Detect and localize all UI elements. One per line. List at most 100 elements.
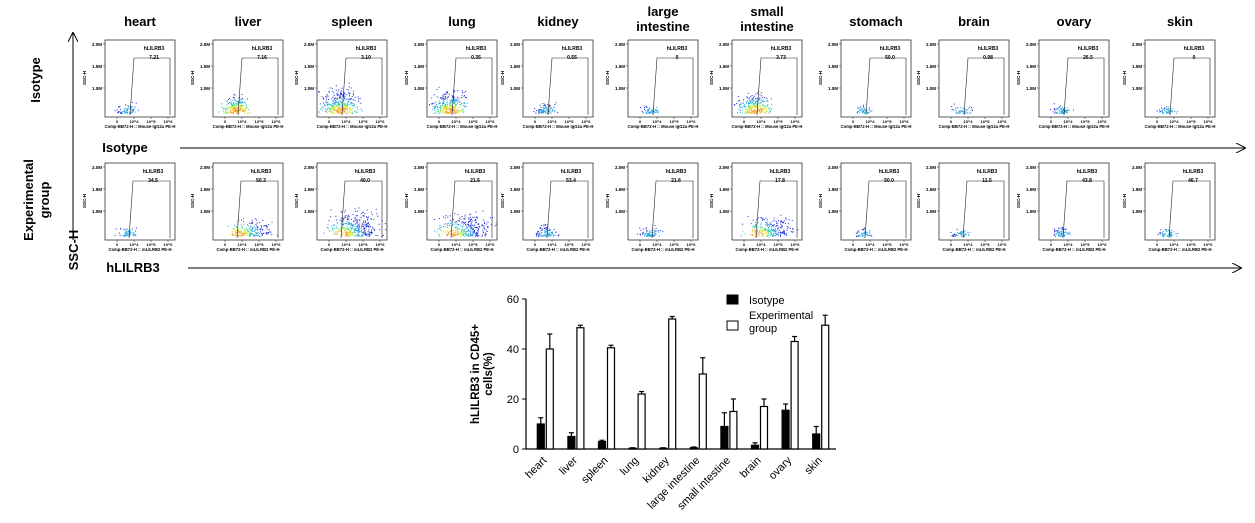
flow-event-dot [337,94,339,95]
flow-event-dot [546,230,548,232]
flow-xtick-label: 10^4 [652,119,662,124]
flow-xtick-label: 10^5 [468,119,478,124]
flow-event-dot [966,112,968,114]
flow-event-dot [539,227,541,229]
flow-event-dot [261,235,263,237]
flow-event-dot [129,232,131,234]
flow-event-dot [247,113,249,114]
flow-event-dot [230,110,232,112]
flow-event-dot [776,233,777,235]
flow-event-dot [750,108,752,110]
flow-event-dot [1061,111,1063,113]
flow-event-dot [265,225,267,227]
flow-event-dot [441,97,443,98]
flow-event-dot [1057,232,1059,234]
flow-event-dot [357,226,358,228]
flow-event-dot [241,107,243,109]
flow-event-dot [871,109,873,111]
flow-event-dot [334,107,335,109]
flow-xaxis-label: Comp-BB72-H :: mLILRB2 PE-H [844,247,907,252]
flow-event-dot [1067,109,1069,111]
flow-event-dot [483,225,485,227]
flow-gate [652,57,694,116]
flow-event-dot [961,111,963,113]
flow-event-dot [333,107,335,109]
flow-event-dot [1159,110,1161,112]
flow-event-dot [455,100,457,102]
flow-event-dot [752,234,754,236]
flow-event-dot [1159,232,1161,234]
flow-event-dot [355,215,357,217]
flow-event-dot [457,233,458,235]
flow-event-dot [445,103,447,105]
flow-event-dot [765,108,767,110]
flow-event-dot [360,102,362,104]
flow-event-dot [370,226,372,228]
flow-event-dot [366,209,368,211]
flow-event-dot [766,106,768,108]
organ-title-1: liver [235,14,262,29]
flow-event-dot [442,216,444,218]
flow-event-dot [254,232,256,234]
flow-event-dot [328,104,330,106]
flow-event-dot [350,224,351,226]
flow-event-dot [340,217,342,219]
flow-event-dot [342,221,344,223]
flow-event-dot [330,209,332,211]
flow-event-dot [774,219,776,221]
flow-event-dot [369,231,371,233]
flow-event-dot [342,96,344,98]
flow-xtick-label: 0 [328,242,331,247]
flow-event-dot [759,105,761,107]
flow-event-dot [649,234,651,236]
flow-gate [865,57,907,116]
flow-event-dot [1058,233,1059,235]
flow-event-dot [1160,229,1162,231]
flow-event-dot [439,228,441,230]
flow-event-dot [758,233,760,235]
flow-event-dot [451,234,453,236]
flow-xaxis-label: Comp-BB72-H :: mLILRB2 PE-H [108,247,171,252]
flow-event-dot [239,230,241,232]
flow-event-dot [648,111,650,113]
flow-event-dot [241,227,243,229]
flow-event-dot [368,229,370,231]
flow-event-dot [345,229,347,230]
flow-event-dot [446,233,448,235]
flow-gate-value: 50.3 [256,178,266,184]
flow-event-dot [127,234,129,236]
flow-event-dot [472,231,474,233]
flow-event-dot [229,108,231,110]
flow-event-dot [339,107,341,109]
flow-event-dot [549,230,551,231]
flow-event-dot [328,107,330,109]
flow-event-dot [456,228,458,230]
flow-event-dot [330,110,332,112]
flow-event-dot [468,230,470,232]
flow-event-dot [329,231,331,233]
flow-event-dot [341,93,343,95]
flow-event-dot [356,222,358,224]
flow-event-dot [475,232,477,234]
flow-event-dot [859,235,861,237]
flow-event-dot [251,219,253,221]
flow-ytick-label: 1.5M [615,64,625,69]
flow-event-dot [862,112,864,114]
flow-event-dot [443,230,445,232]
flow-event-dot [652,234,654,236]
flow-event-dot [464,235,466,237]
flow-event-dot [332,90,334,92]
flow-event-dot [349,107,351,109]
flow-event-dot [239,100,241,102]
flow-event-dot [748,106,750,108]
flow-event-dot [769,225,771,227]
flow-event-dot [354,219,356,221]
flow-xaxis-label: Comp-BB72-H :: mLILRB2 PE-H [526,247,589,252]
flow-gate [755,180,798,239]
flow-event-dot [448,112,450,114]
flow-event-dot [767,235,769,236]
flow-event-dot [742,102,744,104]
flow-event-dot [543,110,544,112]
